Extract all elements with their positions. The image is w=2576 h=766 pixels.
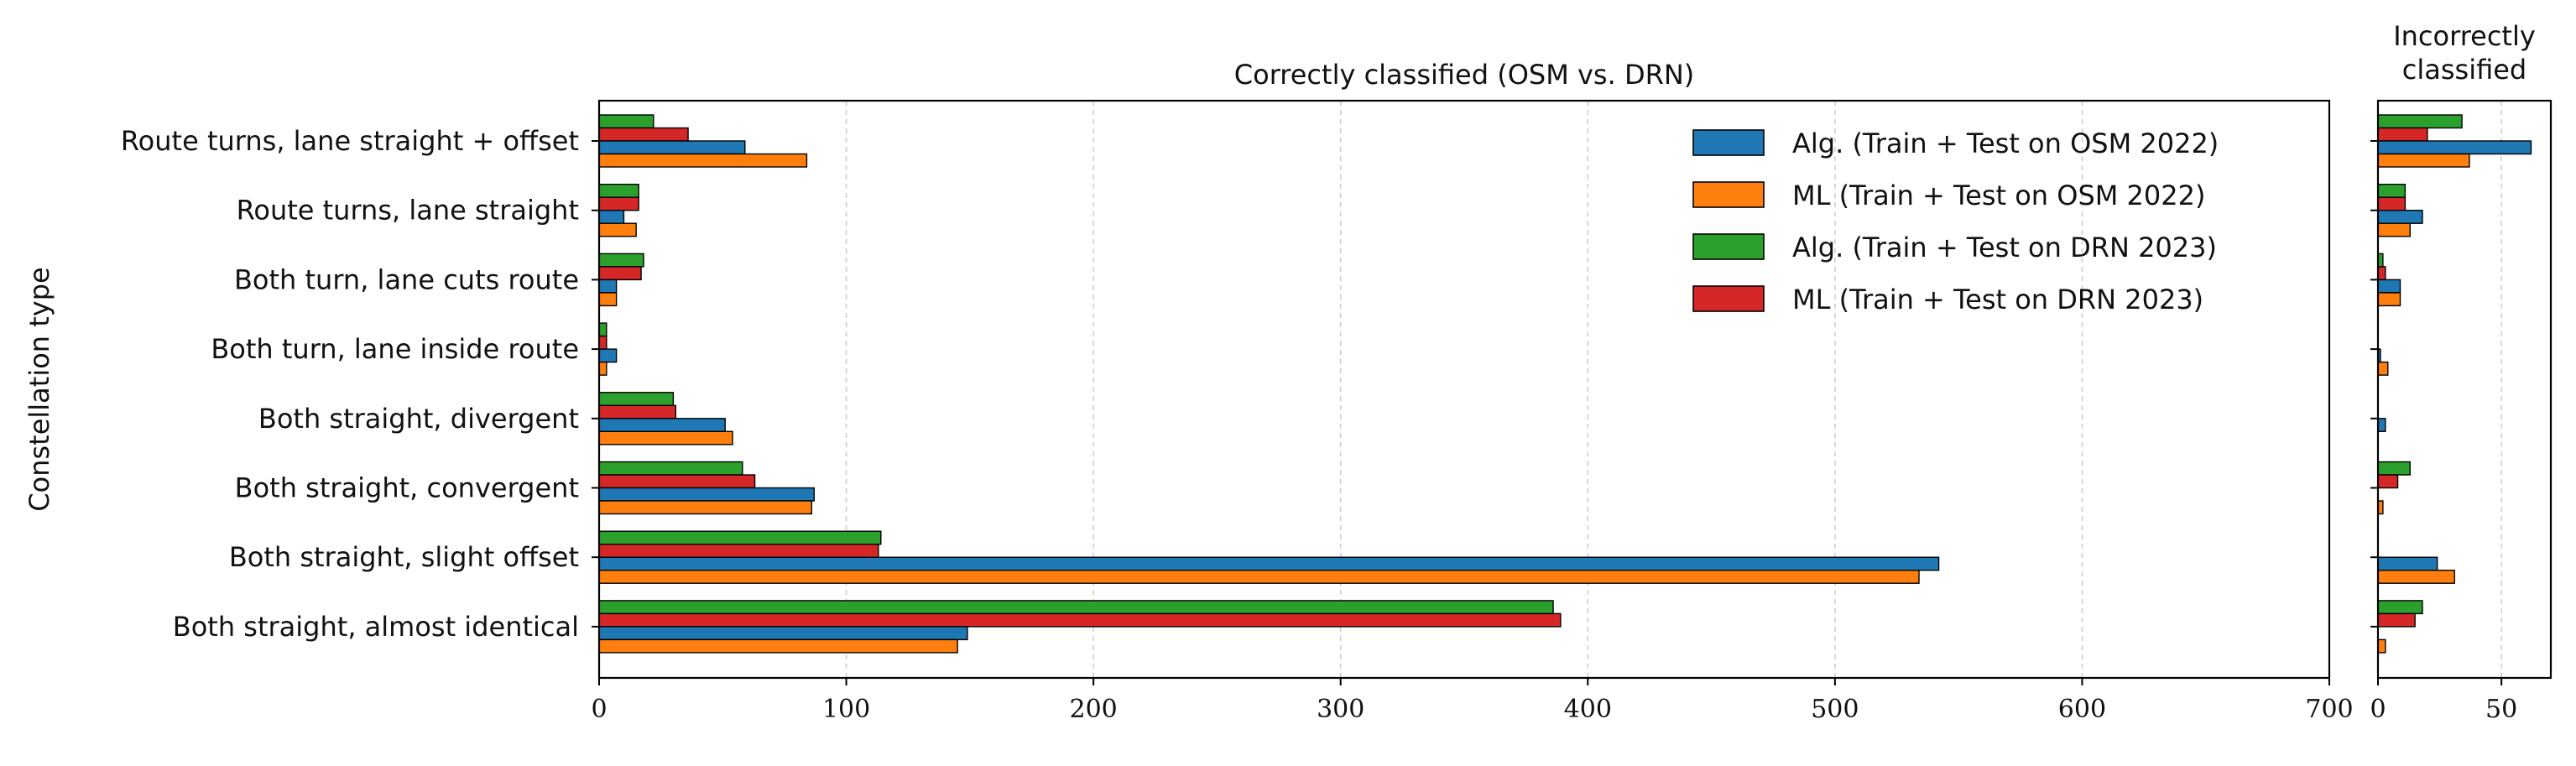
bar bbox=[598, 266, 642, 281]
bar bbox=[598, 196, 639, 211]
bar bbox=[598, 638, 958, 654]
category-label: Both straight, convergent bbox=[235, 472, 579, 504]
x-tick-label: 300 bbox=[1317, 695, 1364, 724]
plot-frame bbox=[597, 99, 2331, 680]
legend-label: Alg. (Train + Test on OSM 2022) bbox=[1792, 128, 2219, 159]
bar bbox=[598, 461, 743, 476]
legend-swatch bbox=[1692, 181, 1765, 208]
bar bbox=[2377, 556, 2438, 571]
x-tick-label: 0 bbox=[591, 695, 607, 724]
y-axis-label: Constellation type bbox=[23, 267, 55, 511]
plot-frame bbox=[2376, 99, 2553, 680]
category-label: Both straight, slight offset bbox=[229, 541, 579, 573]
bar bbox=[598, 209, 625, 224]
legend-swatch bbox=[1692, 285, 1765, 312]
bar bbox=[598, 361, 607, 376]
bar bbox=[598, 153, 808, 168]
main-title: Correctly classified (OSM vs. DRN) bbox=[1234, 59, 1694, 91]
bar bbox=[2377, 474, 2399, 489]
bar bbox=[598, 222, 637, 237]
legend: Alg. (Train + Test on OSM 2022) ML (Train… bbox=[1692, 128, 2219, 315]
category-label: Route turns, lane straight + offset bbox=[121, 125, 579, 157]
legend-label: Alg. (Train + Test on DRN 2023) bbox=[1792, 232, 2217, 263]
legend-swatch bbox=[1692, 129, 1765, 156]
category-label: Both turn, lane inside route bbox=[211, 333, 579, 365]
bar bbox=[2377, 209, 2423, 224]
bar bbox=[2377, 461, 2411, 476]
bar bbox=[2377, 127, 2428, 142]
side-title-line: classified bbox=[2402, 54, 2526, 86]
category-label: Route turns, lane straight bbox=[237, 195, 579, 227]
bar bbox=[598, 348, 618, 363]
bar bbox=[2377, 292, 2401, 307]
bar bbox=[598, 392, 675, 406]
bar bbox=[2377, 266, 2386, 281]
bar bbox=[598, 322, 607, 337]
x-tick-label: 50 bbox=[2485, 695, 2517, 724]
bar bbox=[598, 600, 1554, 615]
bar bbox=[598, 530, 882, 545]
legend-label: ML (Train + Test on OSM 2022) bbox=[1792, 180, 2205, 211]
bar bbox=[598, 114, 654, 129]
bar bbox=[2377, 196, 2407, 211]
bar bbox=[598, 612, 1562, 628]
bar bbox=[598, 335, 607, 350]
legend-swatch bbox=[1692, 233, 1765, 260]
bar bbox=[598, 140, 746, 155]
bar bbox=[598, 418, 726, 432]
category-label: Both straight, divergent bbox=[258, 403, 579, 435]
bar bbox=[598, 500, 813, 515]
legend-label: ML (Train + Test on DRN 2023) bbox=[1792, 284, 2203, 315]
bar bbox=[598, 253, 644, 268]
bar bbox=[598, 292, 618, 307]
bar bbox=[2377, 600, 2423, 615]
category-label: Both turn, lane cuts route bbox=[234, 263, 579, 295]
x-tick-label: 100 bbox=[822, 695, 870, 724]
x-tick-label: 200 bbox=[1070, 695, 1118, 724]
bar bbox=[2377, 114, 2463, 129]
bar bbox=[2377, 153, 2470, 168]
main-panel: 0 100 200 300 400 500 600 700 bbox=[591, 99, 2354, 724]
bar bbox=[598, 570, 1920, 584]
bar bbox=[2377, 570, 2455, 584]
x-tick-label: 400 bbox=[1564, 695, 1612, 724]
bar bbox=[2377, 279, 2401, 294]
bar bbox=[2377, 140, 2532, 155]
bar bbox=[2377, 638, 2386, 654]
x-tick-label: 0 bbox=[2370, 695, 2386, 724]
side-title-line: Incorrectly bbox=[2393, 20, 2536, 52]
bar bbox=[598, 127, 689, 142]
bar bbox=[598, 487, 815, 502]
x-tick-label: 600 bbox=[2058, 695, 2106, 724]
bar bbox=[598, 279, 618, 294]
x-tick-label: 500 bbox=[1811, 695, 1859, 724]
bar bbox=[2377, 612, 2416, 628]
category-label: Both straight, almost identical bbox=[173, 611, 579, 643]
bar bbox=[598, 556, 1940, 571]
bar bbox=[2377, 183, 2407, 198]
bar bbox=[2377, 361, 2389, 376]
bar bbox=[598, 183, 639, 198]
bar bbox=[598, 544, 879, 558]
bar bbox=[2377, 418, 2386, 432]
bar bbox=[598, 474, 756, 489]
side-panel: 0 50 bbox=[2370, 99, 2553, 724]
bar bbox=[598, 430, 733, 446]
x-tick-label: 700 bbox=[2305, 695, 2353, 724]
bar bbox=[598, 626, 968, 641]
bar bbox=[2377, 222, 2411, 237]
bar bbox=[598, 404, 677, 419]
